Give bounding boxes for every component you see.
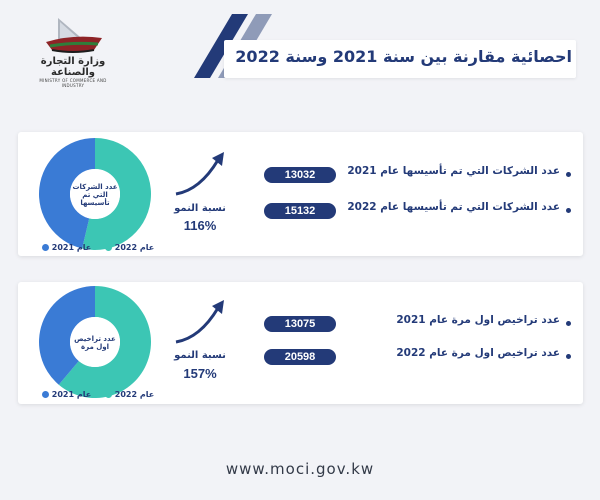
legend-2021-label: عام 2021 <box>51 390 92 399</box>
logo-arabic-text: وزارة التجارة والصناعة <box>40 56 106 78</box>
legend-2021: عام 2021 <box>42 243 91 252</box>
bullet-icon <box>566 321 571 326</box>
companies-2022-label: عدد الشركات التي تم تأسيسها عام 2022 <box>347 201 560 213</box>
donut-center-label: اول مرة <box>81 343 109 351</box>
donut-center-label: عدد الشركات <box>72 183 117 191</box>
bullet-icon <box>566 208 571 213</box>
ministry-logo: وزارة التجارة والصناعة MINISTRY OF COMME… <box>28 12 118 88</box>
companies-2021-value: 13032 <box>264 167 336 183</box>
growth-rate-label: نسبة النمو <box>174 203 226 214</box>
growth-rate-label: نسبة النمو <box>174 350 226 361</box>
legend-2021-dot <box>42 244 49 251</box>
donut-center-label: التي تم <box>82 191 108 199</box>
donut-center <box>70 317 120 367</box>
donut-segment-2022 <box>58 286 152 398</box>
licenses-2022-value: 20598 <box>264 349 336 365</box>
page-title: احصائية مقارنة بين سنة 2021 وسنة 2022 <box>235 47 572 66</box>
legend-2022-label: عام 2022 <box>114 243 155 252</box>
legend-2021: عام 2021 <box>42 390 91 399</box>
legend-2022-label: عام 2022 <box>114 390 155 399</box>
dhow-boat-icon <box>46 18 102 53</box>
companies-2021-label: عدد الشركات التي تم تأسيسها عام 2021 <box>347 165 560 177</box>
donut-segment-2022 <box>82 138 151 250</box>
growth-rate-value: 116% <box>183 218 217 233</box>
growth-arrow-icon <box>175 152 224 196</box>
donut-segment-2021 <box>38 138 95 249</box>
title-banner <box>224 40 576 78</box>
donut-center-label: تأسيسها <box>80 198 110 207</box>
legend-2021-label: عام 2021 <box>51 243 92 252</box>
donut-center <box>70 169 120 219</box>
growth-arrow-icon <box>175 300 224 344</box>
legend-2022: عام 2022 <box>105 390 154 399</box>
logo-english-text: MINISTRY OF COMMERCE AND INDUSTRY <box>39 78 107 88</box>
legend-2022: عام 2022 <box>105 243 154 252</box>
legend-2022-dot <box>105 244 112 251</box>
bullet-icon <box>566 172 571 177</box>
licenses-2021-value: 13075 <box>264 316 336 332</box>
licenses-2022-label: عدد تراخيص اول مرة عام 2022 <box>396 347 560 359</box>
legend-2022-dot <box>105 391 112 398</box>
donut-center-label: عدد تراخيص <box>74 335 116 343</box>
legend-2021-dot <box>42 391 49 398</box>
growth-rate-value: 157% <box>183 366 217 381</box>
companies-2022-value: 15132 <box>264 203 336 219</box>
website-url[interactable]: www.moci.gov.kw <box>225 460 375 478</box>
bullet-icon <box>566 354 571 359</box>
licenses-2021-label: عدد تراخيص اول مرة عام 2021 <box>396 314 560 326</box>
donut-segment-2021 <box>38 286 95 385</box>
